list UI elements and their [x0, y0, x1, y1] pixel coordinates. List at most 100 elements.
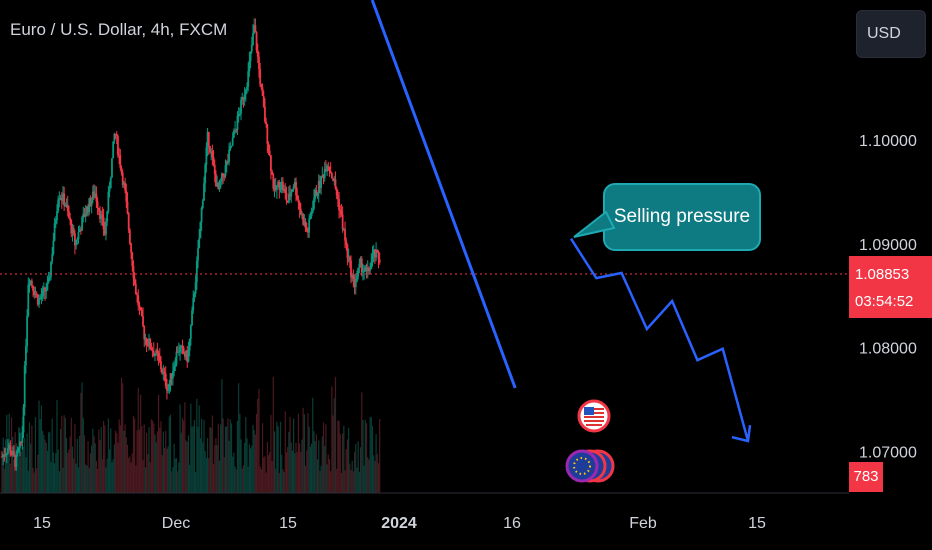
volume-bar	[38, 400, 40, 493]
candle-body	[138, 305, 141, 307]
candle-body	[352, 275, 355, 279]
volume-bar	[343, 425, 345, 493]
candle-body	[304, 221, 307, 229]
candle-body	[81, 217, 83, 231]
candle-body	[23, 365, 26, 408]
candle-body	[305, 228, 308, 232]
volume-bar	[53, 463, 56, 493]
projection-path	[569, 238, 750, 442]
candle-body	[105, 221, 107, 235]
volume-bar	[77, 467, 80, 493]
volume-bar	[371, 425, 374, 493]
candle-body	[7, 448, 9, 454]
candle-body	[348, 257, 351, 261]
candle-body	[121, 172, 124, 185]
volume-bar	[214, 445, 216, 493]
volume-bar	[25, 457, 27, 493]
candle-body	[70, 220, 73, 234]
trendline-drawing[interactable]	[370, 0, 752, 443]
candle-body	[307, 231, 309, 233]
volume-bar	[288, 431, 290, 493]
candle-body	[230, 145, 233, 147]
candle-body	[155, 349, 158, 355]
volume-bar	[228, 440, 230, 493]
candle-body	[255, 32, 258, 51]
candle-body	[158, 356, 161, 362]
volume-bar	[51, 418, 53, 493]
volume-bar	[352, 471, 354, 493]
candle-body	[82, 213, 85, 218]
volume-bar	[110, 428, 112, 493]
time-axis[interactable]: 15 Dec 15 2024 16 Feb 15	[33, 515, 766, 532]
candle-body	[115, 133, 118, 136]
volume-bar	[177, 471, 179, 493]
candle-body	[264, 106, 266, 122]
candle-body	[62, 193, 64, 201]
volume-bar	[333, 398, 335, 493]
volume-bar	[18, 427, 20, 493]
volume-bar	[7, 447, 9, 493]
candle-body	[177, 351, 180, 353]
time-tick-label: 16	[503, 515, 521, 532]
candle-body	[336, 195, 339, 199]
candle-body	[152, 351, 155, 356]
candle-body	[136, 294, 138, 296]
volume-bar	[289, 416, 291, 493]
price-tick-label: 1.07000	[859, 444, 917, 461]
volume-bar	[8, 413, 10, 493]
volume-bar	[227, 418, 229, 493]
volume-bar	[48, 432, 50, 493]
volume-bar	[30, 443, 32, 493]
volume-bar	[169, 414, 172, 493]
candle-body	[253, 25, 256, 33]
volume-bar	[173, 443, 175, 493]
volume-bar	[310, 443, 313, 493]
candle-body	[118, 154, 121, 156]
volume-bar	[125, 437, 127, 493]
volume-bar	[64, 417, 66, 493]
volume-bar	[222, 418, 224, 493]
volume-bar	[325, 424, 327, 493]
volume-bar	[39, 419, 41, 493]
volume-bar	[42, 430, 44, 493]
candle-body	[357, 267, 360, 277]
volume-bar	[74, 424, 76, 493]
eu-flag-icon[interactable]	[565, 449, 615, 483]
candle-body	[328, 166, 331, 171]
volume-bar	[131, 453, 133, 493]
volume-bar	[134, 418, 136, 493]
last-price-value: 1.08853	[855, 266, 910, 283]
time-tick-label: Dec	[162, 515, 190, 532]
candle-body	[370, 261, 373, 270]
candle-body	[319, 181, 321, 188]
selling-pressure-callout[interactable]: Selling pressure	[603, 183, 761, 251]
candle-body	[63, 193, 66, 206]
currency-button[interactable]: USD	[856, 10, 926, 58]
volume-bar	[130, 462, 132, 493]
volume-bar	[220, 424, 222, 493]
candle-body	[143, 326, 146, 340]
candle-body	[372, 249, 375, 256]
volume-bar	[123, 430, 125, 493]
candle-body	[297, 199, 300, 203]
candle-body	[35, 293, 38, 295]
volume-bar	[45, 442, 47, 493]
volume-bar	[166, 448, 168, 493]
candle-body	[173, 366, 176, 372]
candle-body	[275, 185, 278, 190]
candle-body	[32, 285, 34, 291]
volume-bar	[355, 443, 357, 493]
candle-body	[268, 150, 271, 156]
candle-body	[149, 338, 152, 349]
volume-bar	[351, 460, 353, 493]
us-flag-icon[interactable]	[577, 399, 611, 433]
volume-bar	[367, 457, 369, 493]
candle-body	[241, 97, 244, 100]
volume-bar	[27, 470, 29, 493]
candle-body	[5, 453, 8, 455]
volume-bar	[94, 443, 96, 493]
candle-body	[320, 176, 323, 188]
volume-bar	[79, 435, 81, 493]
